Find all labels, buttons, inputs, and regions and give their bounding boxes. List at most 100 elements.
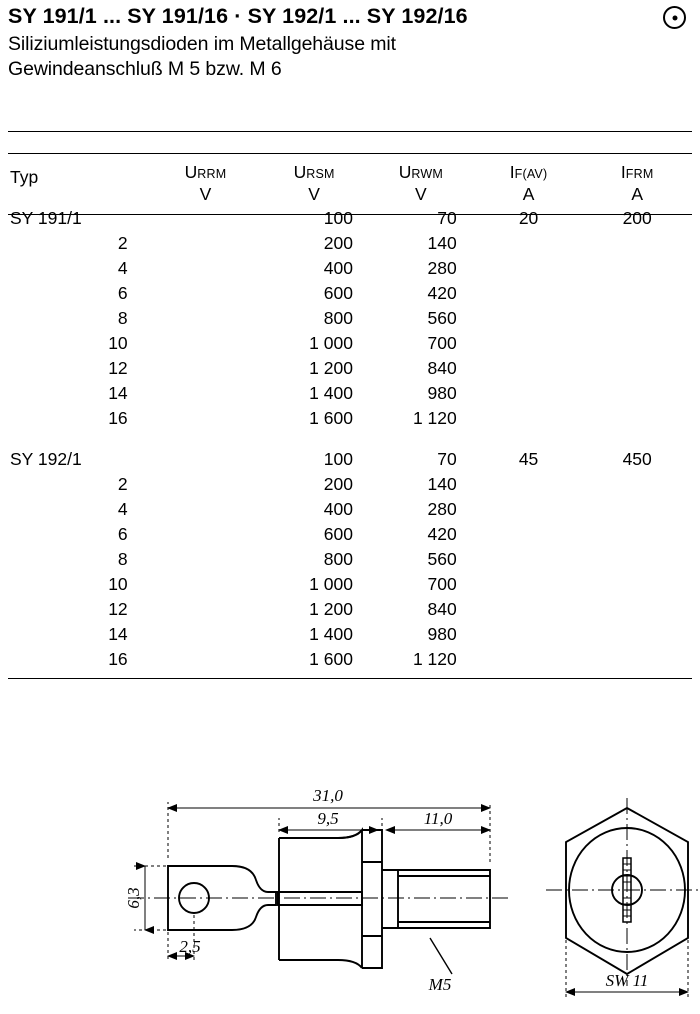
cell-type-suffix: 4: [117, 257, 128, 278]
threaded-stud: [382, 869, 491, 929]
rule-top: [8, 131, 692, 132]
symbol-i: I: [509, 162, 515, 182]
cell-urwm: 1 120: [412, 648, 457, 669]
unit-ampere: A: [631, 184, 644, 205]
cell-type-suffix: 4: [117, 498, 128, 519]
specification-table: Typ URRM V URSM V URWM V IF(AV) A IFRM A: [8, 155, 692, 672]
cell-urwm: 700: [427, 332, 457, 353]
table-row: SY 191/1 100 70 20 200: [8, 206, 692, 231]
table-row: 12 1 200 840: [8, 356, 692, 381]
cell-type: SY 191/1: [10, 207, 82, 228]
table-row: 6 600 420: [8, 281, 692, 306]
unit-volt: V: [415, 184, 427, 205]
page-header: SY 191/1 ... SY 191/16 · SY 192/1 ... SY…: [8, 4, 692, 81]
column-header-if-av: IF(AV) A: [475, 155, 583, 206]
cell-urwm: 70: [437, 448, 457, 469]
table-row: 8 800 560: [8, 306, 692, 331]
cell-type-suffix: 16: [108, 648, 128, 669]
unit-ampere: A: [522, 184, 535, 205]
drawing-svg: 31,0 9,5 11,0 6,3 2,5 M5: [124, 786, 700, 998]
cell-urrm-ursm: 1 000: [309, 573, 353, 594]
cell-type-suffix: 14: [108, 382, 128, 403]
unit-volt: V: [308, 184, 320, 205]
cell-type-suffix: 10: [108, 573, 128, 594]
cell-urrm-ursm: 100: [323, 207, 353, 228]
page-title: SY 191/1 ... SY 191/16 · SY 192/1 ... SY…: [8, 4, 468, 29]
cell-urwm: 1 120: [412, 407, 457, 428]
thread-callout-label: M5: [428, 975, 452, 994]
cell-urwm: 280: [427, 498, 457, 519]
table-row: 2 200 140: [8, 231, 692, 256]
dimension-line-sw: [565, 940, 689, 998]
cell-urwm: 560: [427, 548, 457, 569]
table-row: 12 1 200 840: [8, 597, 692, 622]
table-row: SY 192/1 100 70 45 450: [8, 447, 692, 472]
cell-if-av: 45: [518, 448, 539, 469]
cell-type-suffix: 16: [108, 407, 128, 428]
cell-type-suffix: 14: [108, 623, 128, 644]
dim-body-label: 9,5: [317, 809, 338, 828]
dim-wrench-label: SW 11: [606, 971, 649, 990]
cell-urwm: 700: [427, 573, 457, 594]
cell-urwm: 420: [427, 282, 457, 303]
cell-urwm: 140: [427, 473, 457, 494]
cell-urrm-ursm: 800: [323, 307, 353, 328]
column-header-urrm: URRM V: [150, 155, 262, 206]
subtitle-line-1: Siliziumleistungsdioden im Metallgehäuse…: [8, 33, 396, 55]
rule-table-bottom: [8, 678, 692, 679]
title-line: SY 191/1 ... SY 191/16 · SY 192/1 ... SY…: [8, 4, 692, 29]
cell-urwm: 980: [427, 382, 457, 403]
cell-type-suffix: 8: [117, 307, 128, 328]
dimension-labels-side: 31,0 9,5 11,0 6,3 2,5 M5: [124, 786, 453, 994]
cell-urrm-ursm: 200: [323, 473, 353, 494]
cell-urrm-ursm: 1 200: [309, 357, 353, 378]
dim-hole-pos-label: 2,5: [179, 937, 200, 956]
cell-type-suffix: 6: [117, 282, 128, 303]
circle-dot-icon: [663, 6, 686, 29]
dim-stud-label: 11,0: [424, 809, 453, 828]
cell-type-suffix: 8: [117, 548, 128, 569]
cell-if-av: 20: [518, 207, 539, 228]
cell-ifrm: 200: [622, 207, 652, 228]
table-row: 10 1 000 700: [8, 572, 692, 597]
cell-urrm-ursm: 1 400: [309, 623, 353, 644]
column-header-urwm: URWM V: [367, 155, 475, 206]
table-row: 14 1 400 980: [8, 381, 692, 406]
table-row: 2 200 140: [8, 472, 692, 497]
cell-urrm-ursm: 1 400: [309, 382, 353, 403]
cell-urrm-ursm: 800: [323, 548, 353, 569]
cell-type-suffix: 6: [117, 523, 128, 544]
table-body: SY 191/1 100 70 20 200 2 200 140 4 400 280 6 600 420 8…: [8, 206, 692, 672]
column-header-ursm: URSM V: [261, 155, 367, 206]
subscript-rsm: RSM: [306, 167, 335, 181]
symbol-u: U: [398, 162, 412, 182]
block-separator: [8, 431, 692, 447]
table-row: 8 800 560: [8, 547, 692, 572]
page-subtitle: Siliziumleistungsdioden im Metallgehäuse…: [8, 32, 692, 81]
cell-type: SY 192/1: [10, 448, 82, 469]
cell-urwm: 840: [427, 357, 457, 378]
subscript-f-av: F(AV): [514, 167, 548, 181]
table-row: 16 1 600 1 120: [8, 406, 692, 431]
dimension-lines-side: [134, 802, 491, 975]
cell-urrm-ursm: 600: [323, 523, 353, 544]
table-row: 16 1 600 1 120: [8, 647, 692, 672]
cell-urrm-ursm: 400: [323, 498, 353, 519]
symbol-i: I: [620, 162, 626, 182]
cell-type-suffix: 2: [117, 232, 128, 253]
end-view-centerlines: [546, 798, 700, 986]
cell-urwm: 980: [427, 623, 457, 644]
mechanical-drawing: 31,0 9,5 11,0 6,3 2,5 M5: [0, 690, 700, 1014]
body-outline-upper: [279, 829, 363, 839]
cell-urrm-ursm: 1 600: [309, 648, 353, 669]
symbol-u: U: [293, 162, 307, 182]
cell-urwm: 70: [437, 207, 457, 228]
cell-urrm-ursm: 1 600: [309, 407, 353, 428]
cell-urrm-ursm: 100: [323, 448, 353, 469]
subscript-frm: FRM: [625, 167, 654, 181]
hex-flange: [362, 829, 383, 969]
dim-overall-label: 31,0: [312, 786, 343, 805]
cell-urwm: 840: [427, 598, 457, 619]
table-row: 6 600 420: [8, 522, 692, 547]
subtitle-line-2: Gewindeanschluß M 5 bzw. M 6: [8, 57, 282, 80]
